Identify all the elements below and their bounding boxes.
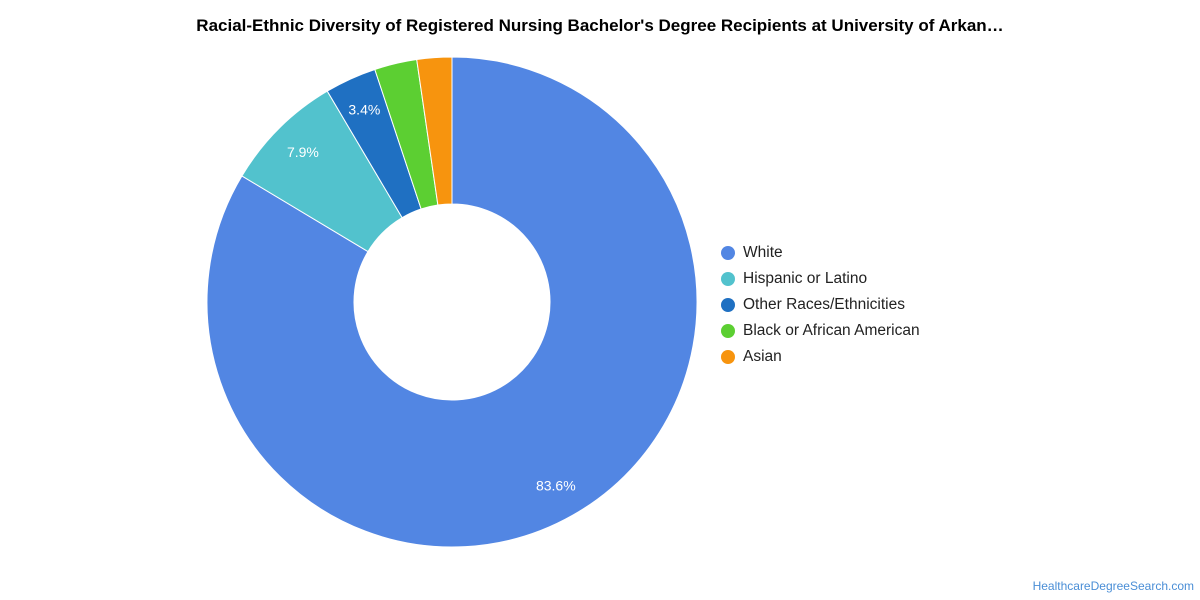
legend-swatch [721, 350, 735, 364]
slice-value-label: 7.9% [287, 144, 319, 160]
legend: White Hispanic or Latino Other Races/Ethni… [721, 240, 920, 370]
slice-asian [416, 56, 453, 206]
legend-item[interactable]: Hispanic or Latino [721, 266, 920, 292]
legend-item[interactable]: Other Races/Ethnicities [721, 292, 920, 318]
slice-value-label: 3.4% [348, 102, 380, 118]
legend-label: White [743, 244, 783, 261]
slice-white [206, 56, 698, 548]
legend-label: Black or African American [743, 322, 920, 339]
chart-title: Racial-Ethnic Diversity of Registered Nu… [196, 16, 1004, 35]
legend-label: Hispanic or Latino [743, 270, 868, 287]
legend-label: Asian [743, 348, 782, 365]
legend-swatch [721, 298, 735, 312]
legend-swatch [721, 272, 735, 286]
legend-swatch [721, 246, 735, 260]
legend-label: Other Races/Ethnicities [743, 296, 905, 313]
legend-item[interactable]: Black or African American [721, 318, 920, 344]
legend-swatch [721, 324, 735, 338]
legend-item[interactable]: White [721, 240, 920, 266]
source-link[interactable]: HealthcareDegreeSearch.com [1032, 579, 1194, 593]
legend-item[interactable]: Asian [721, 344, 920, 370]
slice-value-label: 83.6% [536, 477, 576, 493]
